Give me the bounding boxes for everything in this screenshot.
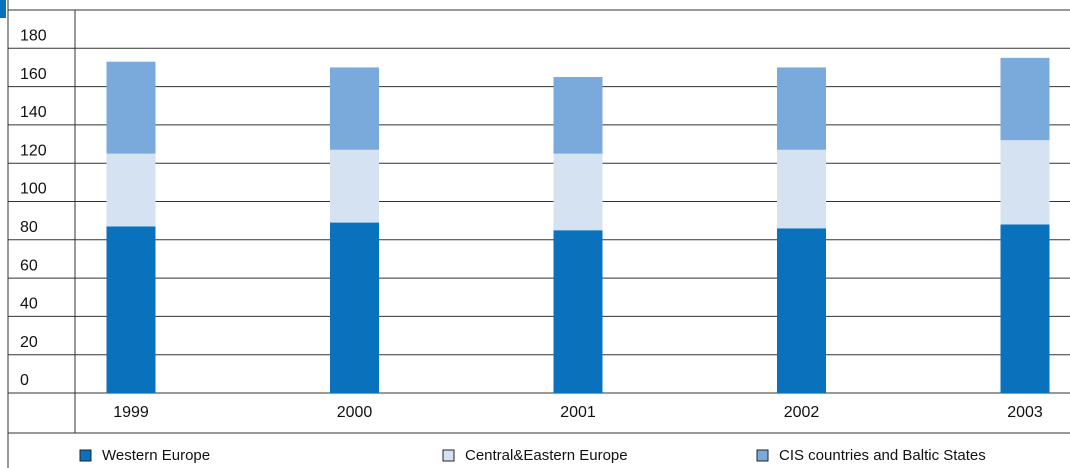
- bar-segment: [1000, 140, 1050, 225]
- bar-segment: [106, 153, 156, 227]
- bar-segment: [553, 77, 603, 154]
- bar-segment: [106, 61, 156, 154]
- legend: Western Europe Central&Eastern Europe CIS …: [79, 447, 986, 464]
- legend-swatch: [442, 449, 455, 462]
- bar-segment: [1000, 57, 1050, 141]
- legend-swatch: [79, 449, 92, 462]
- bar-segment: [553, 230, 603, 393]
- bar-segment: [330, 67, 379, 150]
- x-tick-label: 1999: [113, 404, 149, 421]
- bar-segment: [330, 222, 379, 393]
- y-tick-label: 100: [20, 181, 47, 198]
- y-tick-label: 40: [20, 296, 38, 313]
- y-tick-label: 120: [20, 142, 47, 159]
- bar-segment: [777, 67, 826, 150]
- y-tick-label: 60: [20, 257, 38, 274]
- x-tick-label: 2001: [560, 404, 596, 421]
- legend-label: Central&Eastern Europe: [465, 447, 628, 464]
- accent: [0, 0, 6, 18]
- y-tick-label: 80: [20, 219, 38, 236]
- x-tick-label: 2003: [1007, 404, 1043, 421]
- bar-segment: [106, 226, 156, 393]
- bar-segment: [1000, 224, 1050, 393]
- x-tick-label: 2000: [337, 404, 373, 421]
- legend-swatch: [756, 449, 769, 462]
- y-tick-label: 140: [20, 104, 47, 121]
- bar-segment: [777, 228, 826, 393]
- legend-label: CIS countries and Baltic States: [779, 447, 986, 464]
- y-tick-label: 180: [20, 28, 47, 45]
- x-tick-label: 2002: [784, 404, 820, 421]
- y-tick-label: 0: [20, 372, 29, 389]
- bar-segment: [330, 149, 379, 223]
- bar-segment: [553, 153, 603, 231]
- y-tick-label: 160: [20, 66, 47, 83]
- bar-segment: [777, 149, 826, 229]
- legend-label: Western Europe: [102, 447, 210, 464]
- y-tick-label: 20: [20, 334, 38, 351]
